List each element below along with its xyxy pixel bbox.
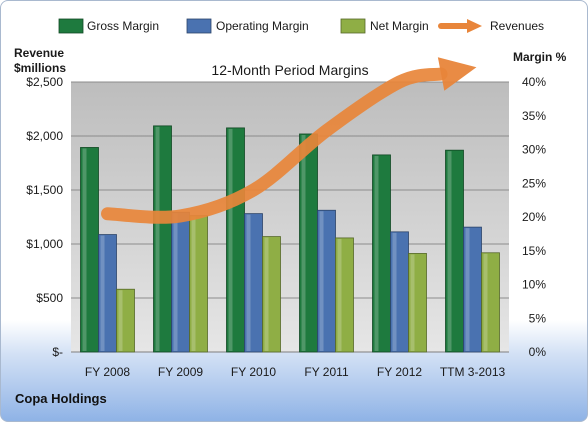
legend-swatch xyxy=(58,18,84,34)
legend-label: Net Margin xyxy=(370,19,429,33)
bar-net-margin xyxy=(116,288,135,353)
bar-highlight xyxy=(319,211,324,351)
left-axis-unit: $millions xyxy=(14,61,66,75)
bar-highlight xyxy=(465,228,470,351)
bar-highlight xyxy=(191,216,196,351)
right-axis-label: Margin % xyxy=(513,50,567,64)
right-tick-label: 40% xyxy=(522,75,546,89)
left-tick-label: $1,000 xyxy=(26,237,63,251)
category-label: TTM 3-2013 xyxy=(440,365,506,379)
bar-highlight xyxy=(301,134,306,351)
bar-highlight xyxy=(246,214,251,351)
bar-highlight xyxy=(228,128,233,351)
bar-highlight xyxy=(100,235,105,351)
left-tick-label: $2,500 xyxy=(26,75,63,89)
legend-label: Operating Margin xyxy=(216,19,309,33)
left-tick-label: $- xyxy=(52,345,63,359)
bar-highlight xyxy=(483,253,488,351)
bar-highlight xyxy=(337,238,342,351)
legend-label: Gross Margin xyxy=(87,19,159,33)
right-tick-label: 5% xyxy=(529,311,547,325)
left-axis-label: Revenue xyxy=(14,46,64,60)
bar-highlight xyxy=(173,213,178,351)
bar-net-margin xyxy=(408,253,427,353)
bar-net-margin xyxy=(335,237,354,353)
category-label: FY 2011 xyxy=(304,365,349,379)
bar-highlight xyxy=(155,126,160,351)
right-tick-label: 15% xyxy=(522,244,546,258)
left-tick-label: $1,500 xyxy=(26,183,63,197)
bar-net-margin xyxy=(481,252,500,353)
bar-highlight xyxy=(410,254,415,351)
chart-title: 12-Month Period Margins xyxy=(211,62,368,78)
bar-highlight xyxy=(264,237,269,351)
right-tick-label: 35% xyxy=(522,109,546,123)
legend-swatch xyxy=(340,18,366,34)
legend-label: Revenues xyxy=(490,19,544,33)
revenues-arrowhead xyxy=(437,57,477,91)
category-label: FY 2012 xyxy=(377,365,422,379)
category-label: FY 2008 xyxy=(85,365,130,379)
right-tick-label: 10% xyxy=(522,278,546,292)
bar-highlight xyxy=(392,232,397,351)
left-tick-label: $2,000 xyxy=(26,129,63,143)
right-tick-label: 20% xyxy=(522,210,546,224)
legend-arrow-head xyxy=(467,19,482,33)
legend-swatch xyxy=(186,18,212,34)
bar-net-margin xyxy=(262,236,281,353)
right-tick-label: 0% xyxy=(529,345,547,359)
left-tick-label: $500 xyxy=(36,291,63,305)
bar-highlight xyxy=(374,155,379,351)
category-label: FY 2010 xyxy=(231,365,276,379)
category-label: FY 2009 xyxy=(158,365,203,379)
company-name: Copa Holdings xyxy=(15,391,107,406)
right-tick-label: 25% xyxy=(522,176,546,190)
right-tick-label: 30% xyxy=(522,143,546,157)
bar-highlight xyxy=(82,148,87,351)
bar-highlight xyxy=(118,290,123,351)
revenues-line xyxy=(101,67,448,224)
bar-highlight xyxy=(447,151,452,351)
